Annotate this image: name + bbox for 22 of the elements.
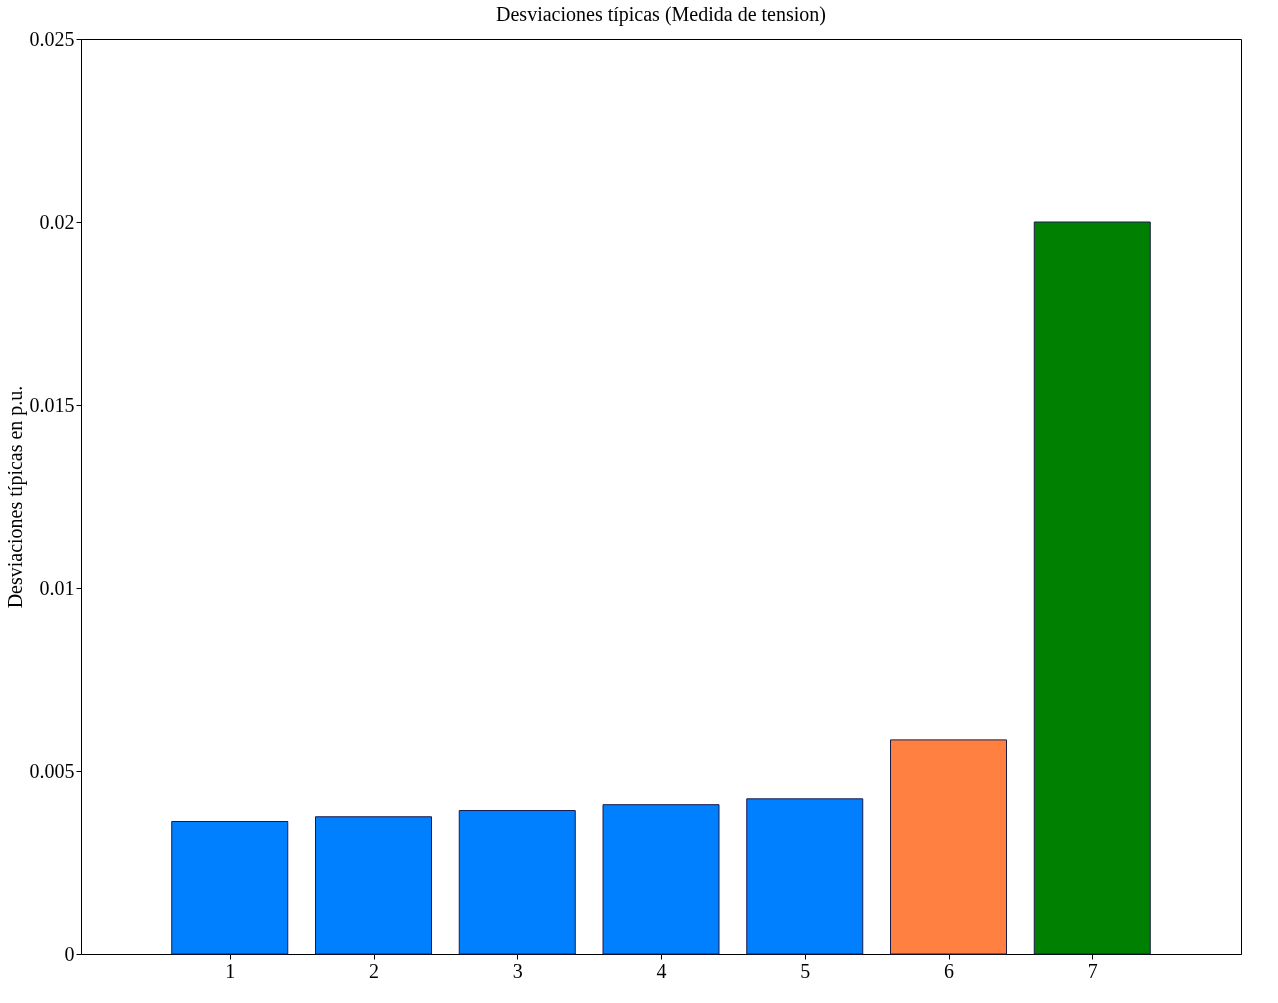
- x-tick-label: 2: [369, 959, 379, 982]
- y-tick-label: 0: [64, 942, 75, 965]
- bar: [315, 816, 432, 955]
- y-tick-label: 0.025: [29, 27, 75, 50]
- chart-title: Desviaciones típicas (Medida de tension): [496, 3, 826, 26]
- y-tick-label: 0.005: [29, 759, 75, 782]
- x-tick-label: 4: [656, 959, 667, 982]
- y-tick-label: 0.015: [29, 393, 75, 416]
- x-tick-label: 6: [944, 959, 954, 982]
- y-tick-label: 0.02: [39, 210, 75, 233]
- x-tick-label: 7: [1087, 959, 1098, 982]
- y-tick-label: 0.01: [39, 576, 75, 599]
- bar: [746, 798, 864, 955]
- bar: [171, 821, 289, 955]
- bar: [602, 804, 720, 955]
- bar: [890, 739, 1007, 955]
- y-axis-title: Desviaciones típicas en p.u.: [3, 385, 27, 609]
- bar: [1033, 221, 1151, 955]
- x-tick-label: 3: [512, 959, 523, 982]
- x-tick-label: 5: [800, 959, 811, 982]
- x-tick-label: 1: [225, 959, 236, 982]
- bar: [458, 810, 576, 955]
